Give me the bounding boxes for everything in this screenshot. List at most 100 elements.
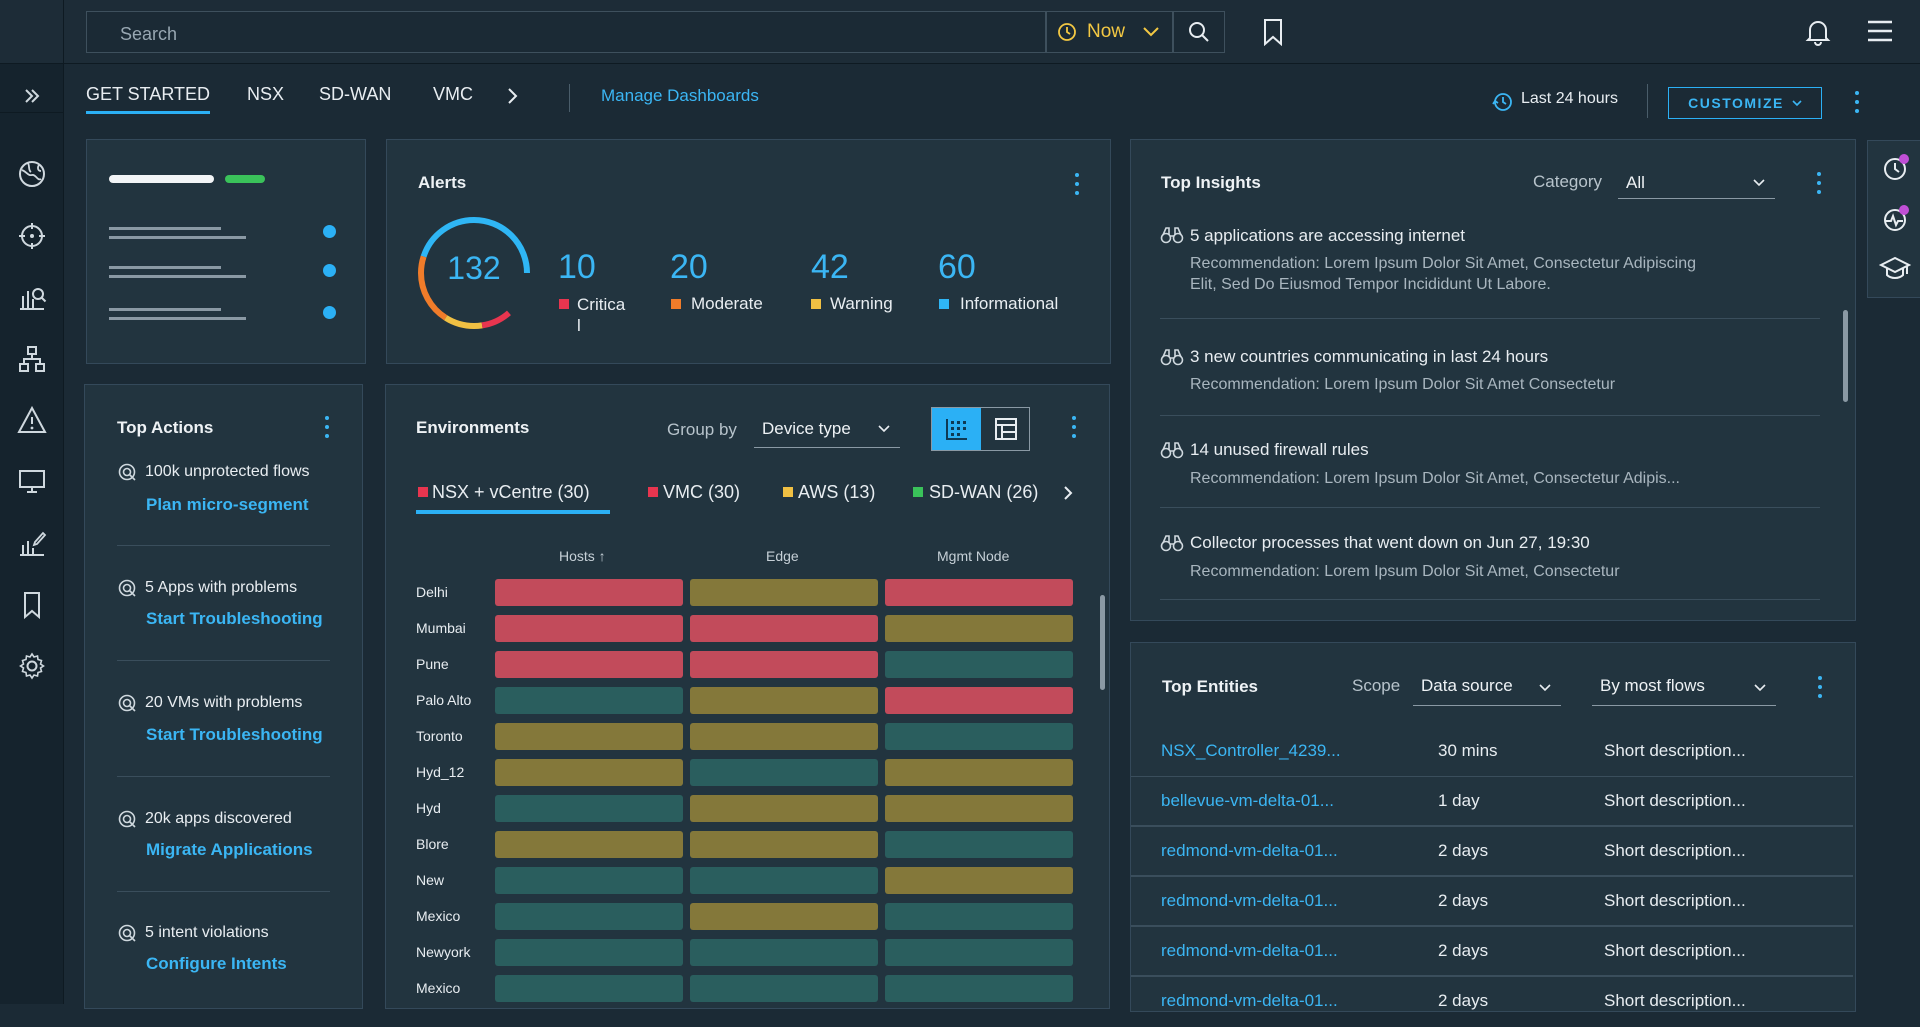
env-tabs-next-icon[interactable]: [1063, 485, 1073, 501]
table-view-icon[interactable]: [981, 408, 1030, 450]
alert-informational-count[interactable]: 60: [938, 248, 976, 286]
heatmap-cell[interactable]: [885, 975, 1073, 1002]
action-link[interactable]: Configure Intents: [146, 954, 287, 973]
alert-moderate-count[interactable]: 20: [670, 248, 708, 286]
heatmap-cell[interactable]: [885, 723, 1073, 750]
tab-get-started[interactable]: GET STARTED: [86, 84, 211, 114]
insight-title[interactable]: 5 applications are accessing internet: [1190, 226, 1465, 245]
heatmap-cell[interactable]: [495, 903, 683, 930]
tab-vmc[interactable]: VMC: [433, 84, 473, 104]
monitor-icon[interactable]: [16, 465, 48, 497]
heatmap-cell[interactable]: [690, 687, 878, 714]
heatmap-cell[interactable]: [885, 579, 1073, 606]
heatmap-cell[interactable]: [495, 651, 683, 678]
heatmap-cell[interactable]: [690, 723, 878, 750]
entity-row[interactable]: redmond-vm-delta-01... 2 days Short desc…: [1131, 927, 1853, 977]
heatmap-cell[interactable]: [885, 867, 1073, 894]
report-edit-icon[interactable]: [16, 527, 48, 559]
heatmap-cell[interactable]: [885, 795, 1073, 822]
heatmap-cell[interactable]: [690, 939, 878, 966]
entity-row[interactable]: redmond-vm-delta-01... 2 days Short desc…: [1131, 977, 1853, 1027]
entity-name[interactable]: redmond-vm-delta-01...: [1161, 941, 1338, 960]
entity-row[interactable]: NSX_Controller_4239... 30 mins Short des…: [1131, 727, 1853, 777]
heatmap-cell[interactable]: [495, 831, 683, 858]
sort-select[interactable]: By most flows: [1592, 672, 1776, 706]
entity-name[interactable]: redmond-vm-delta-01...: [1161, 891, 1338, 910]
entity-row[interactable]: redmond-vm-delta-01... 2 days Short desc…: [1131, 877, 1853, 927]
heatmap-cell[interactable]: [885, 939, 1073, 966]
bookmark-icon[interactable]: [1262, 18, 1284, 46]
warning-icon[interactable]: [16, 404, 48, 436]
search-button[interactable]: [1173, 11, 1225, 53]
entity-name[interactable]: redmond-vm-delta-01...: [1161, 841, 1338, 860]
heatmap-cell[interactable]: [690, 615, 878, 642]
heatmap-cell[interactable]: [495, 795, 683, 822]
globe-icon[interactable]: [16, 158, 48, 190]
env-tab-vmc[interactable]: VMC (30): [663, 482, 741, 502]
heatmap-cell[interactable]: [495, 975, 683, 1002]
heatmap-cell[interactable]: [495, 687, 683, 714]
top-entities-more-icon[interactable]: [1817, 676, 1823, 698]
env-tab-sd-wan[interactable]: SD-WAN (26): [929, 482, 1039, 502]
heatmap-cell[interactable]: [690, 903, 878, 930]
settings-gear-icon[interactable]: [16, 650, 48, 682]
health-alert-icon[interactable]: [1880, 204, 1910, 234]
alerts-donut[interactable]: [416, 215, 532, 331]
insight-title[interactable]: Collector processes that went down on Ju…: [1190, 533, 1590, 552]
heatmap-cell[interactable]: [495, 723, 683, 750]
heatmap-cell[interactable]: [690, 831, 878, 858]
heatmap-cell[interactable]: [495, 579, 683, 606]
alert-critical-count[interactable]: 10: [558, 248, 596, 286]
heatmap-cell[interactable]: [885, 831, 1073, 858]
heatmap-cell[interactable]: [690, 795, 878, 822]
heatmap-cell[interactable]: [495, 939, 683, 966]
page-more-icon[interactable]: [1854, 91, 1860, 113]
group-by-select[interactable]: Device type: [754, 419, 900, 448]
heatmap-cell[interactable]: [885, 651, 1073, 678]
heatmap-cell[interactable]: [690, 651, 878, 678]
action-link[interactable]: Start Troubleshooting: [146, 609, 323, 628]
env-tab-nsx-vcentre[interactable]: NSX + vCentre (30): [432, 482, 590, 502]
top-insights-more-icon[interactable]: [1816, 172, 1822, 194]
scope-select[interactable]: Data source: [1413, 672, 1561, 706]
heatmap-cell[interactable]: [885, 759, 1073, 786]
heatmap-cell[interactable]: [690, 579, 878, 606]
heatmap-cell[interactable]: [495, 759, 683, 786]
action-link[interactable]: Start Troubleshooting: [146, 725, 323, 744]
heatmap-cell[interactable]: [495, 615, 683, 642]
entity-name[interactable]: NSX_Controller_4239...: [1161, 741, 1341, 760]
hamburger-menu-icon[interactable]: [1866, 19, 1894, 43]
bell-icon[interactable]: [1803, 16, 1833, 46]
insight-title[interactable]: 3 new countries communicating in last 24…: [1190, 347, 1549, 366]
expand-nav-icon[interactable]: [16, 80, 48, 112]
heatmap-view-icon[interactable]: [932, 408, 981, 450]
env-scrollbar[interactable]: [1100, 595, 1105, 690]
tab-nsx[interactable]: NSX: [247, 84, 285, 104]
category-select[interactable]: All: [1618, 168, 1775, 199]
learning-cap-icon[interactable]: [1879, 255, 1911, 283]
manage-dashboards-link[interactable]: Manage Dashboards: [601, 86, 759, 105]
insight-title[interactable]: 14 unused firewall rules: [1190, 440, 1369, 459]
tabs-next-icon[interactable]: [507, 87, 519, 105]
tab-sd-wan[interactable]: SD-WAN: [319, 84, 392, 104]
bookmark-nav-icon[interactable]: [16, 589, 48, 621]
entity-row[interactable]: bellevue-vm-delta-01... 1 day Short desc…: [1131, 777, 1853, 827]
target-icon[interactable]: [16, 220, 48, 252]
heatmap-cell[interactable]: [495, 867, 683, 894]
customize-button[interactable]: CUSTOMIZE: [1668, 87, 1822, 119]
alert-warning-count[interactable]: 42: [811, 248, 849, 286]
heatmap-cell[interactable]: [690, 867, 878, 894]
action-link[interactable]: Plan micro-segment: [146, 495, 309, 514]
env-tab-aws[interactable]: AWS (13): [798, 482, 876, 502]
time-range-label[interactable]: Last 24 hours: [1521, 90, 1618, 107]
column-header-hosts[interactable]: Hosts ↑: [559, 548, 606, 564]
history-alert-icon[interactable]: [1880, 153, 1910, 183]
search-input[interactable]: Search: [86, 11, 1046, 53]
column-header-mgmt-node[interactable]: Mgmt Node: [937, 548, 1010, 564]
entity-name[interactable]: redmond-vm-delta-01...: [1161, 991, 1338, 1010]
action-link[interactable]: Migrate Applications: [146, 840, 313, 859]
insights-scrollbar[interactable]: [1843, 310, 1848, 402]
topology-icon[interactable]: [16, 343, 48, 375]
alerts-more-icon[interactable]: [1074, 173, 1080, 195]
analytics-search-icon[interactable]: [16, 281, 48, 313]
